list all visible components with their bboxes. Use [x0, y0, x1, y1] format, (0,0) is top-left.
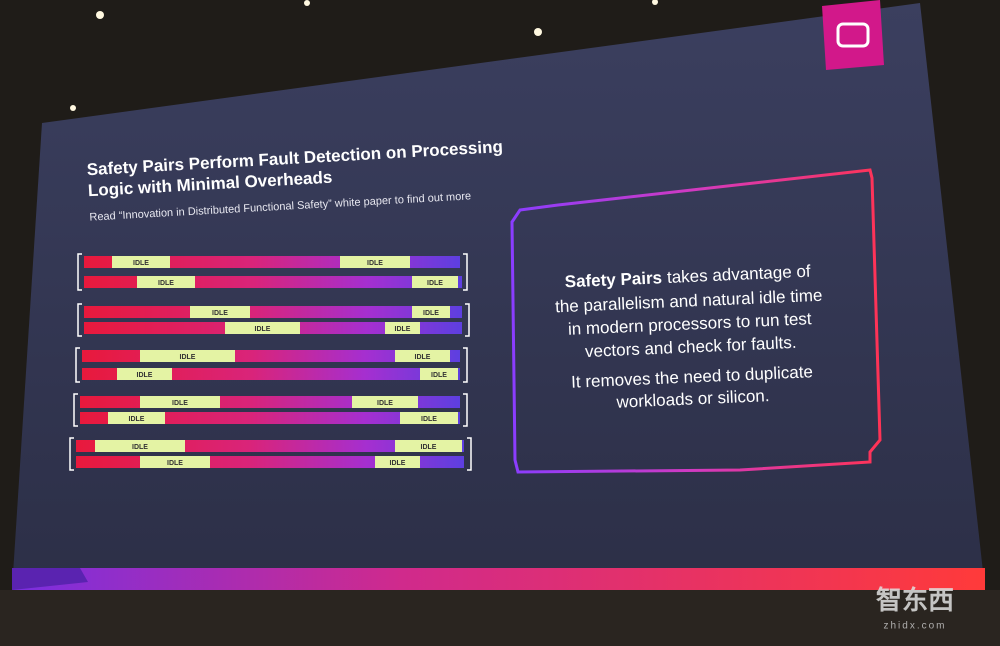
idle-label: IDLE — [390, 460, 406, 467]
idle-segment — [420, 368, 458, 380]
bracket — [75, 347, 80, 383]
idle-segment — [108, 412, 165, 424]
idle-label: IDLE — [167, 460, 183, 467]
idle-segment — [395, 440, 462, 452]
idle-label: IDLE — [137, 372, 153, 379]
stripe-notch — [12, 568, 88, 590]
idle-label: IDLE — [212, 310, 228, 317]
idle-segment — [117, 368, 172, 380]
idle-segment — [112, 256, 170, 268]
idle-segment — [412, 276, 458, 288]
idle-label: IDLE — [132, 444, 148, 451]
callout-line: Safety Pairs takes advantage of — [564, 262, 811, 292]
idle-label: IDLE — [158, 280, 174, 287]
idle-segment — [95, 440, 185, 452]
idle-segment — [375, 456, 420, 468]
bracket — [465, 303, 470, 337]
bracket — [77, 253, 82, 291]
idle-segment — [140, 396, 220, 408]
idle-label: IDLE — [180, 354, 196, 361]
idle-label: IDLE — [172, 400, 188, 407]
task-bar — [80, 412, 460, 424]
idle-label: IDLE — [367, 260, 383, 267]
idle-label: IDLE — [129, 416, 145, 423]
idle-label: IDLE — [377, 400, 393, 407]
callout-bold: Safety Pairs — [564, 269, 662, 292]
bottom-stripe — [12, 568, 985, 590]
watermark-brand: 智东西 — [876, 585, 954, 615]
idle-label: IDLE — [423, 310, 439, 317]
idle-segment — [190, 306, 250, 318]
idle-segment — [140, 456, 210, 468]
task-bar — [84, 306, 462, 318]
idle-label: IDLE — [421, 416, 437, 423]
bracket — [77, 303, 82, 337]
bracket — [463, 347, 468, 383]
bracket — [467, 437, 472, 471]
idle-label: IDLE — [421, 444, 437, 451]
idle-segment — [352, 396, 418, 408]
idle-label: IDLE — [427, 280, 443, 287]
task-bar — [82, 368, 460, 380]
idle-segment — [340, 256, 410, 268]
idle-segment — [140, 350, 235, 362]
idle-label: IDLE — [415, 354, 431, 361]
idle-segment — [225, 322, 300, 334]
callout-frame — [510, 168, 882, 474]
idle-label: IDLE — [133, 260, 149, 267]
idle-segment — [412, 306, 450, 318]
idle-segment — [400, 412, 458, 424]
idle-segment — [137, 276, 195, 288]
bracket — [73, 393, 78, 427]
idle-label: IDLE — [255, 326, 271, 333]
bracket — [69, 437, 74, 471]
watermark-url: zhidx.com — [883, 621, 946, 632]
idle-segment — [395, 350, 450, 362]
floor — [0, 590, 1000, 646]
bracket — [463, 253, 468, 291]
logo-icon — [836, 22, 870, 48]
logo — [822, 0, 884, 70]
idle-segment — [385, 322, 420, 334]
bars: IDLE IDLE IDLE IDLE IDLE IDLE IDLE IDLE IDLE IDLE… — [69, 253, 472, 471]
bracket — [463, 393, 468, 427]
idle-label: IDLE — [395, 326, 411, 333]
idle-label: IDLE — [431, 372, 447, 379]
